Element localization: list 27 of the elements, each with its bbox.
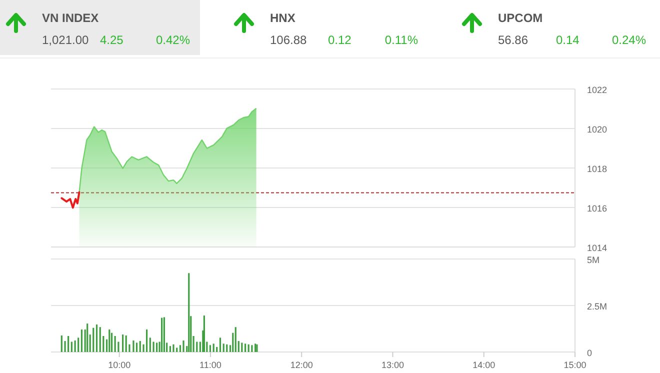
y-tick-label: 1020 (587, 124, 608, 134)
y-tick-label: 1014 (587, 243, 608, 253)
y-tick-label: 1016 (587, 204, 608, 214)
x-tick-label: 10:00 (108, 360, 131, 370)
x-tick-label: 13:00 (381, 360, 404, 370)
text: 4.25 (100, 33, 124, 47)
x-tick-label: 11:00 (200, 360, 222, 370)
text: VN INDEX (42, 11, 99, 25)
y-tick-label: 1022 (587, 85, 608, 95)
text: 0.11% (384, 33, 418, 47)
x-tick-label: 15:00 (564, 360, 586, 370)
text: UPCOM (498, 11, 543, 25)
text: 0.42% (156, 33, 190, 47)
text: 1,021.00 (42, 33, 90, 47)
text: 56.86 (498, 33, 528, 47)
y-tick-label: 1018 (587, 164, 608, 174)
text: 0.14 (556, 33, 580, 47)
text: 0.24% (612, 33, 646, 47)
y-tick-label: 2.5M (587, 302, 608, 312)
line-series (60, 191, 80, 209)
y-tick-label: 5M (587, 255, 600, 265)
text: 106.88 (270, 33, 308, 47)
x-tick-label: 14:00 (472, 360, 496, 370)
text: HNX (270, 11, 296, 25)
x-tick-label: 12:00 (290, 360, 313, 370)
text: 0.12 (328, 33, 352, 47)
y-tick-label: 0 (587, 348, 592, 358)
